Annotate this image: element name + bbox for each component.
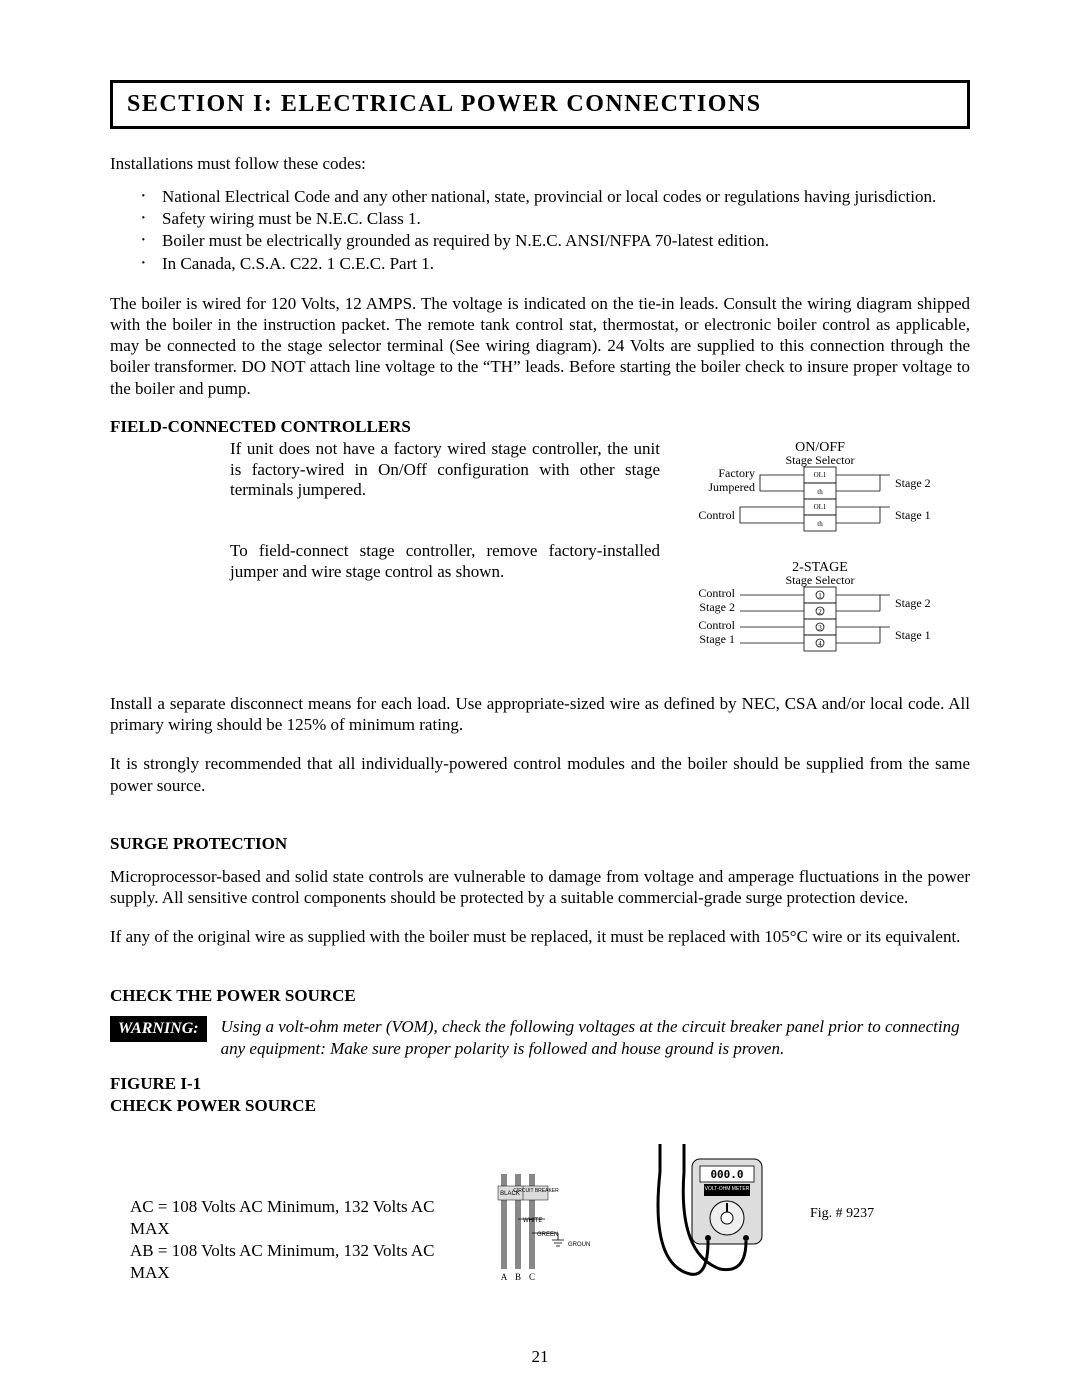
list-item: Boiler must be electrically grounded as … xyxy=(140,230,970,252)
field-p2: To field-connect stage controller, remov… xyxy=(230,541,660,582)
section-title-box: SECTION I: ELECTRICAL POWER CONNECTIONS xyxy=(110,80,970,129)
svg-text:2: 2 xyxy=(818,608,822,616)
svg-text:1: 1 xyxy=(818,592,822,600)
d1-right2: Stage 1 xyxy=(895,508,931,522)
warning-badge: WARNING: xyxy=(110,1016,207,1042)
svg-text:3: 3 xyxy=(818,624,822,632)
field-controllers-heading: FIELD-CONNECTED CONTROLLERS xyxy=(110,417,970,437)
figure-row: FIGURE I-1 CHECK POWER SOURCE AC = 108 V… xyxy=(110,1074,970,1284)
d2-subtitle: Stage Selector xyxy=(786,573,855,587)
meter-display: 000.0 xyxy=(710,1168,743,1181)
figure-left: FIGURE I-1 CHECK POWER SOURCE AC = 108 V… xyxy=(110,1074,460,1284)
field-controllers-row: If unit does not have a factory wired st… xyxy=(110,439,970,679)
d1-node2: th xyxy=(817,488,823,496)
d2-left3: Control xyxy=(698,618,735,632)
warning-row: WARNING: Using a volt-ohm meter (VOM), c… xyxy=(110,1016,970,1060)
wiring-paragraph: The boiler is wired for 120 Volts, 12 AM… xyxy=(110,293,970,399)
meter-label: VOLT-OHM METER xyxy=(705,1186,750,1192)
d1-node4: th xyxy=(817,520,823,528)
surge-p2: If any of the original wire as supplied … xyxy=(110,926,970,947)
breaker-a: A xyxy=(501,1272,508,1282)
codes-list: National Electrical Code and any other n… xyxy=(110,186,970,274)
figure-graphics: BLACK CIRCUIT BREAKER WHITE GREEN GROUND… xyxy=(490,1144,970,1284)
d2-left2: Stage 2 xyxy=(699,600,735,614)
breaker-cb: CIRCUIT BREAKER xyxy=(513,1188,559,1194)
field-p1: If unit does not have a factory wired st… xyxy=(230,439,660,501)
d1-node1: OL1 xyxy=(814,471,827,479)
figure-label-2: CHECK POWER SOURCE xyxy=(110,1096,460,1116)
install-paragraph: Install a separate disconnect means for … xyxy=(110,693,970,736)
d1-node3: OL1 xyxy=(814,503,827,511)
list-item: In Canada, C.S.A. C22. 1 C.E.C. Part 1. xyxy=(140,253,970,275)
intro-text: Installations must follow these codes: xyxy=(110,153,970,174)
warning-text: Using a volt-ohm meter (VOM), check the … xyxy=(221,1016,970,1060)
field-controllers-text: If unit does not have a factory wired st… xyxy=(110,439,660,679)
breaker-c: C xyxy=(529,1272,535,1282)
stage-selector-svg: ON/OFF Stage Selector OL1 th OL1 th xyxy=(680,439,960,679)
d2-left4: Stage 1 xyxy=(699,632,735,646)
figure-number: Fig. # 9237 xyxy=(810,1206,874,1222)
list-item: Safety wiring must be N.E.C. Class 1. xyxy=(140,208,970,230)
d2-right2: Stage 1 xyxy=(895,628,931,642)
section-title: SECTION I: ELECTRICAL POWER CONNECTIONS xyxy=(127,91,762,117)
d1-right1: Stage 2 xyxy=(895,476,931,490)
figure-label-1: FIGURE I-1 xyxy=(110,1074,460,1094)
check-power-heading: CHECK THE POWER SOURCE xyxy=(110,986,970,1006)
breaker-ground: GROUND xyxy=(568,1242,590,1248)
list-item: National Electrical Code and any other n… xyxy=(140,186,970,208)
d2-right1: Stage 2 xyxy=(895,596,931,610)
d1-left1: Factory xyxy=(718,466,755,480)
d1-left2: Jumpered xyxy=(708,480,755,494)
voltage-readings: AC = 108 Volts AC Minimum, 132 Volts AC … xyxy=(130,1196,460,1284)
breaker-panel-svg: BLACK CIRCUIT BREAKER WHITE GREEN GROUND… xyxy=(490,1174,590,1284)
recommend-paragraph: It is strongly recommended that all indi… xyxy=(110,753,970,796)
svg-text:4: 4 xyxy=(818,640,822,648)
stage-selector-diagrams: ON/OFF Stage Selector OL1 th OL1 th xyxy=(680,439,970,679)
surge-heading: SURGE PROTECTION xyxy=(110,834,970,854)
volt-ac: AC = 108 Volts AC Minimum, 132 Volts AC … xyxy=(130,1196,460,1240)
d1-left3: Control xyxy=(698,508,735,522)
page-container: SECTION I: ELECTRICAL POWER CONNECTIONS … xyxy=(0,0,1080,1397)
surge-p1: Microprocessor-based and solid state con… xyxy=(110,866,970,909)
d1-subtitle: Stage Selector xyxy=(786,453,855,467)
page-number: 21 xyxy=(0,1347,1080,1367)
d2-left1: Control xyxy=(698,586,735,600)
breaker-b: B xyxy=(515,1272,521,1282)
volt-ab: AB = 108 Volts AC Minimum, 132 Volts AC … xyxy=(130,1240,460,1284)
vom-meter-svg: 000.0 VOLT-OHM METER xyxy=(630,1144,770,1284)
